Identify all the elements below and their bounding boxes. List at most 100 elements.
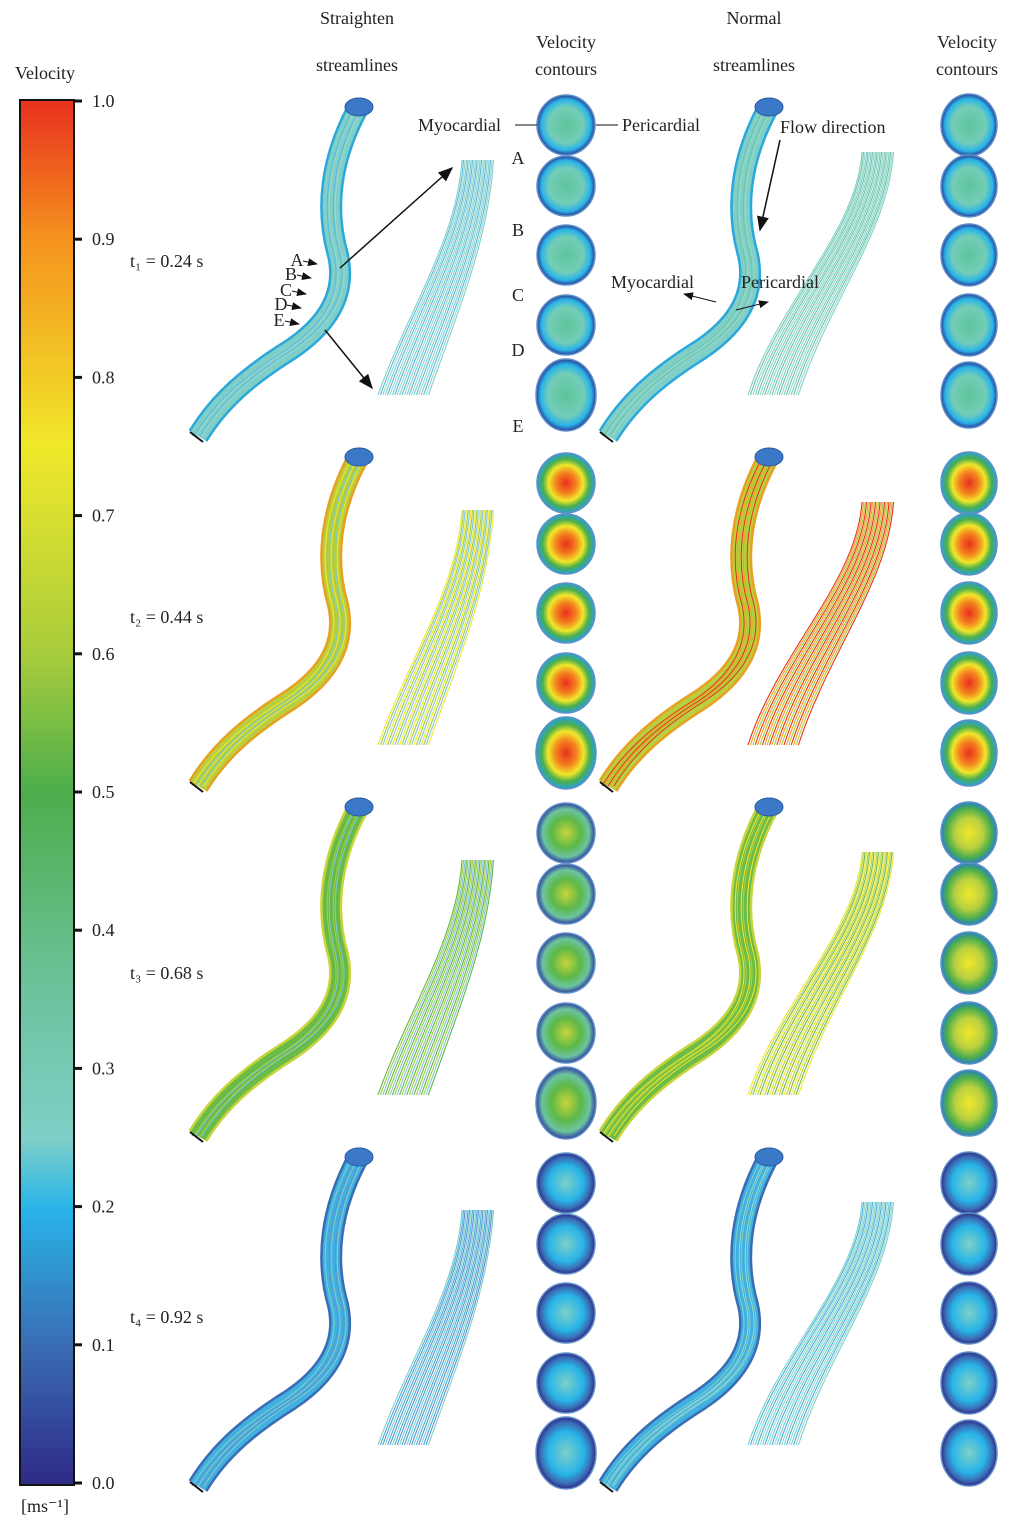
zoom-streamline xyxy=(752,1201,866,1446)
annotation: Myocardial xyxy=(418,115,501,135)
streamline xyxy=(613,107,775,437)
zoom-streamline xyxy=(771,501,878,746)
streamline xyxy=(193,807,355,1137)
vessel-inlet xyxy=(754,797,784,817)
zoom-streamline xyxy=(413,509,486,746)
streamline-panel xyxy=(188,447,495,793)
tube-section-label: A xyxy=(291,250,304,270)
section-arrow xyxy=(291,288,307,297)
zoom-streamline xyxy=(396,159,475,396)
zoom-streamline xyxy=(427,509,495,746)
zoom-streamline xyxy=(778,851,883,1096)
streamline xyxy=(203,807,365,1137)
streamline xyxy=(201,107,363,437)
zoom-streamline xyxy=(413,1209,486,1446)
tube-section-label: D xyxy=(275,294,288,314)
zoom-streamline xyxy=(411,509,484,746)
streamline xyxy=(193,457,355,787)
streamline xyxy=(195,107,357,437)
streamline xyxy=(605,1157,767,1487)
zoom-streamline xyxy=(788,501,889,746)
streamline-panel xyxy=(188,797,495,1143)
annotation: Pericardial xyxy=(622,115,700,135)
zoom-streamline xyxy=(754,1201,868,1446)
zoom-streamline xyxy=(418,159,489,396)
colorbar-tick-label: 0.2 xyxy=(92,1197,115,1217)
section-label: C xyxy=(512,285,524,305)
zoom-streamline xyxy=(408,509,483,746)
zoom-streamline xyxy=(754,151,868,396)
streamline xyxy=(613,807,775,1137)
zoom-streamline xyxy=(379,509,465,746)
zoom-streamline xyxy=(406,509,481,746)
streamline xyxy=(197,807,359,1137)
column-header: streamlines xyxy=(713,55,795,75)
colorbar-title: Velocity xyxy=(15,63,75,83)
velocity-contour xyxy=(536,863,596,925)
velocity-contour xyxy=(536,652,596,714)
streamline xyxy=(601,107,763,437)
zoom-streamline xyxy=(754,501,868,746)
zoom-streamline xyxy=(769,1201,877,1446)
zoom-streamline xyxy=(427,859,495,1096)
zoom-streamline xyxy=(769,501,877,746)
zoom-streamline xyxy=(781,151,884,396)
zoom-streamline xyxy=(399,1209,477,1446)
zoom-streamline xyxy=(425,509,493,746)
column-header: Straighten xyxy=(320,8,394,28)
streamline xyxy=(613,457,775,787)
streamline xyxy=(203,107,365,437)
vessel-inlet xyxy=(344,797,374,817)
streamline xyxy=(199,457,361,787)
annotation: Pericardial xyxy=(741,272,819,292)
zoom-arrow xyxy=(324,329,373,390)
zoom-streamline xyxy=(769,151,877,396)
streamline xyxy=(607,107,769,437)
zoom-streamline xyxy=(776,151,881,396)
colorbar-tick-label: 0.1 xyxy=(92,1335,115,1355)
zoom-streamline xyxy=(783,151,886,396)
zoom-streamline xyxy=(769,851,877,1096)
zoom-streamline xyxy=(389,509,471,746)
zoom-streamline xyxy=(783,501,886,746)
zoom-streamline xyxy=(761,1201,872,1446)
colorbar-tick-label: 0.4 xyxy=(92,920,115,940)
zoom-streamline xyxy=(377,509,463,746)
time-label: t₁ = 0.24 s xyxy=(130,251,203,271)
zoom-streamline xyxy=(418,1209,489,1446)
zoom-streamline xyxy=(757,1201,869,1446)
velocity-contour xyxy=(536,1213,596,1275)
zoom-streamline xyxy=(764,151,874,396)
velocity-contour xyxy=(536,1002,596,1064)
zoom-streamline xyxy=(399,859,477,1096)
streamline xyxy=(201,1157,363,1487)
zoom-streamline xyxy=(401,859,478,1096)
zoom-streamline xyxy=(399,509,477,746)
zoom-streamline xyxy=(379,859,465,1096)
zoom-streamline xyxy=(788,151,889,396)
zoom-streamline xyxy=(403,1209,480,1446)
zoom-streamline xyxy=(749,151,865,396)
zoom-streamline xyxy=(771,151,878,396)
colorbar-tick-label: 0.7 xyxy=(92,506,115,526)
zoom-streamline xyxy=(759,851,871,1096)
zoom-streamline xyxy=(764,501,874,746)
velocity-contour xyxy=(536,582,596,644)
streamline xyxy=(607,807,769,1137)
zoom-streamline xyxy=(788,1201,889,1446)
streamline-panel xyxy=(598,97,895,443)
zoom-streamline xyxy=(797,501,895,746)
zoom-streamline xyxy=(408,859,483,1096)
velocity-contour xyxy=(940,581,998,645)
velocity-contour xyxy=(535,1416,597,1490)
zoom-streamline xyxy=(401,159,478,396)
streamline xyxy=(193,107,355,437)
velocity-contour xyxy=(535,716,597,790)
zoom-streamline xyxy=(764,1201,874,1446)
zoom-streamline xyxy=(761,501,872,746)
column-header: streamlines xyxy=(316,55,398,75)
streamline xyxy=(611,807,773,1137)
zoom-streamline xyxy=(797,1201,895,1446)
zoom-streamline xyxy=(387,159,469,396)
